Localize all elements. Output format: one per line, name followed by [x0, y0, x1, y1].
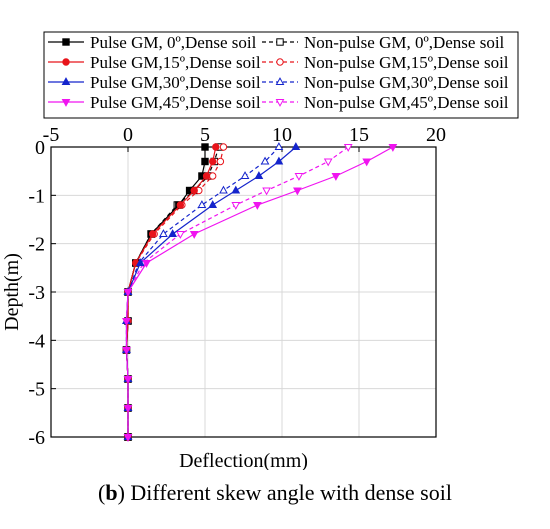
- x-tick-label: 0: [123, 124, 133, 146]
- data-point: [61, 77, 71, 86]
- data-point: [122, 317, 131, 326]
- data-point: [323, 158, 333, 167]
- caption-text: ) Different skew angle with dense soil: [117, 480, 452, 505]
- data-point: [190, 186, 198, 195]
- data-point: [176, 201, 185, 209]
- data-point: [62, 38, 70, 46]
- data-point: [148, 230, 157, 238]
- legend-item: Pulse GM, 0º,Dense soil: [48, 33, 257, 52]
- x-tick-label: -5: [43, 124, 60, 146]
- data-point: [260, 156, 270, 165]
- series-nonpulse-6: [122, 142, 284, 441]
- legend-label: Non-pulse GM,15º,Dense soil: [304, 53, 509, 72]
- legend-label: Non-pulse GM, 0º,Dense soil: [304, 33, 505, 52]
- data-point: [331, 172, 341, 181]
- data-point: [123, 433, 133, 442]
- legend-label: Pulse GM,15º,Dense soil: [90, 53, 261, 72]
- x-axis-label: Deflection(mm): [179, 450, 308, 470]
- x-tick-label: 15: [349, 124, 369, 146]
- data-point: [209, 157, 217, 166]
- data-point: [123, 375, 133, 384]
- x-tick-label: 5: [200, 124, 210, 146]
- series-group: [122, 142, 398, 442]
- data-point: [219, 143, 228, 151]
- legend-item: Non-pulse GM,30º,Dense soil: [262, 73, 509, 92]
- data-point: [209, 172, 217, 180]
- data-point: [122, 346, 131, 355]
- legend-item: Non-pulse GM,45º,Dense soil: [262, 93, 509, 112]
- data-point: [362, 158, 372, 167]
- data-point: [201, 157, 209, 166]
- legend-label: Non-pulse GM,30º,Dense soil: [304, 73, 509, 92]
- x-tick-label: 10: [272, 124, 292, 146]
- series-pulse-3: [122, 143, 398, 442]
- data-point: [291, 142, 301, 151]
- data-point: [274, 156, 284, 165]
- data-point: [135, 258, 145, 267]
- data-point: [240, 171, 250, 180]
- legend-label: Pulse GM,45º,Dense soil: [90, 93, 261, 112]
- data-point: [275, 98, 285, 107]
- data-point: [62, 58, 70, 66]
- legend-item: Non-pulse GM,15º,Dense soil: [262, 53, 509, 72]
- legend-label: Pulse GM,30º,Dense soil: [90, 73, 261, 92]
- data-point: [197, 200, 207, 209]
- data-point: [168, 229, 178, 238]
- y-tick-label: -4: [28, 330, 45, 352]
- data-point: [343, 143, 353, 152]
- grid-lines: [50, 146, 437, 438]
- data-point: [231, 185, 241, 194]
- legend-item: Non-pulse GM, 0º,Dense soil: [262, 33, 505, 52]
- data-point: [212, 143, 220, 151]
- data-point: [142, 259, 151, 268]
- data-point: [388, 143, 398, 152]
- data-point: [276, 38, 284, 46]
- axis-ticks: -5 0 5 10 15 200-1-2-3-4-5-6: [28, 124, 446, 449]
- y-axis-label: Depth(m): [1, 253, 23, 331]
- legend-label: Pulse GM, 0º,Dense soil: [90, 33, 257, 52]
- data-point: [159, 229, 168, 238]
- data-point: [262, 187, 271, 196]
- data-point: [201, 143, 209, 151]
- data-point: [61, 98, 71, 107]
- data-point: [254, 171, 264, 180]
- legend-item: Pulse GM,30º,Dense soil: [48, 73, 261, 92]
- data-point: [216, 157, 225, 166]
- data-point: [208, 200, 218, 209]
- data-point: [294, 172, 304, 181]
- data-point: [275, 77, 285, 86]
- caption-label: b: [105, 480, 118, 505]
- chart: -5 0 5 10 15 200-1-2-3-4-5-6 Pulse GM, 0º,Den…: [1, 31, 519, 470]
- data-point: [274, 142, 284, 151]
- y-tick-label: -1: [28, 185, 45, 207]
- data-point: [123, 404, 133, 413]
- y-tick-label: 0: [35, 137, 45, 159]
- data-point: [219, 185, 228, 194]
- y-tick-label: -3: [28, 282, 45, 304]
- data-point: [189, 230, 199, 239]
- legend-item: Pulse GM,15º,Dense soil: [48, 53, 261, 72]
- legend-label: Non-pulse GM,45º,Dense soil: [304, 93, 509, 112]
- x-tick-label: 20: [426, 124, 446, 146]
- y-tick-label: -5: [28, 379, 45, 401]
- legend-item: Pulse GM,45º,Dense soil: [48, 93, 261, 112]
- y-tick-label: -6: [28, 427, 45, 449]
- data-point: [293, 187, 302, 196]
- figure-caption: (b) Different skew angle with dense soil: [98, 480, 452, 505]
- data-point: [231, 201, 241, 210]
- data-point: [252, 201, 262, 210]
- data-point: [123, 288, 133, 297]
- data-point: [202, 172, 211, 180]
- y-tick-label: -2: [28, 234, 45, 256]
- data-point: [175, 230, 185, 239]
- data-point: [276, 58, 284, 66]
